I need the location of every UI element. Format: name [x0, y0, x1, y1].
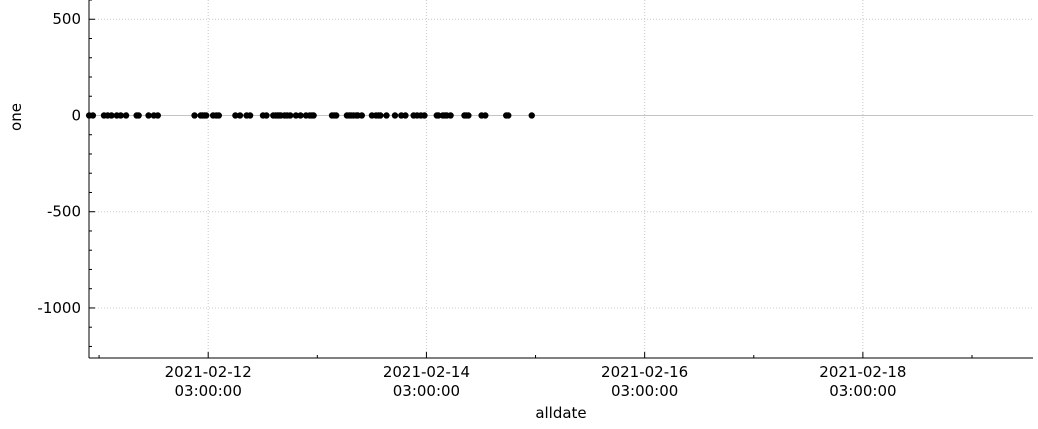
data-point [215, 112, 223, 119]
data-point [263, 112, 270, 119]
y-tick-label: 500 [52, 10, 81, 28]
axes [88, 0, 1033, 359]
data-point [246, 112, 254, 119]
tick-labels: 5000-500-10002021-02-1203:00:002021-02-1… [37, 10, 906, 400]
data-point [465, 112, 472, 119]
data-point [421, 112, 428, 119]
data-point [203, 112, 210, 119]
data-point [383, 112, 390, 119]
data-point [145, 112, 152, 119]
data-point [89, 112, 97, 119]
y-axis-title: one [7, 103, 25, 131]
data-point [191, 112, 198, 119]
data-point [528, 112, 535, 119]
data-point [310, 112, 317, 119]
data-point [435, 112, 442, 119]
data-point [236, 112, 244, 119]
data-point [447, 112, 454, 119]
data-point [391, 112, 399, 119]
data-point [482, 112, 489, 119]
data-point [287, 112, 294, 119]
data-point [122, 112, 130, 119]
data-point [232, 112, 239, 119]
x-tick-label-time: 03:00:00 [393, 382, 460, 400]
x-tick-label-date: 2021-02-14 [383, 363, 470, 381]
x-tick-label-date: 2021-02-18 [819, 363, 906, 381]
tick-marks [89, 0, 973, 358]
x-axis-title: alldate [535, 404, 586, 422]
data-point [377, 112, 384, 119]
data-point [154, 112, 162, 119]
y-tick-label: 0 [71, 106, 81, 124]
x-tick-label-time: 03:00:00 [829, 382, 896, 400]
data-point [505, 112, 512, 119]
data-point [297, 112, 304, 119]
data-point [117, 112, 124, 119]
x-tick-label-date: 2021-02-12 [165, 363, 252, 381]
x-tick-label-time: 03:00:00 [175, 382, 242, 400]
data-points [85, 112, 535, 119]
data-point [402, 112, 409, 119]
data-point [332, 112, 340, 119]
x-tick-label-date: 2021-02-16 [601, 363, 688, 381]
data-point [135, 112, 142, 119]
data-point [292, 112, 300, 119]
data-point [108, 112, 115, 119]
x-tick-label-time: 03:00:00 [611, 382, 678, 400]
y-tick-label: -500 [47, 203, 81, 221]
y-tick-label: -1000 [37, 299, 81, 317]
data-point [358, 112, 365, 119]
grid-lines [89, 0, 1033, 358]
